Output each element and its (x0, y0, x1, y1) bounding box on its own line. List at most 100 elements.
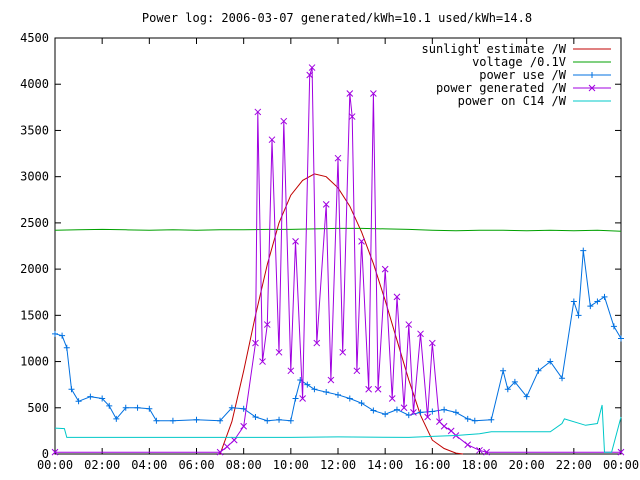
data-point (374, 385, 382, 393)
data-point (365, 385, 373, 393)
data-point (417, 409, 424, 416)
data-point (440, 422, 448, 430)
data-point (339, 348, 347, 356)
data-point (276, 416, 283, 423)
x-tick-label: 20:00 (509, 458, 545, 472)
series-layer (51, 64, 625, 456)
series-power-on-c14-w (54, 404, 622, 453)
data-point (335, 391, 341, 398)
x-axis: 00:00 02:00 04:00 06:00 08:00 10:00 12:00 14:00… (37, 38, 639, 472)
data-point (464, 415, 471, 422)
data-point (471, 417, 478, 424)
data-point (287, 367, 295, 375)
data-point (452, 409, 459, 416)
x-tick-label: 02:00 (84, 458, 120, 472)
y-tick-label: 2500 (20, 216, 49, 230)
data-point (570, 298, 577, 305)
y-tick-label: 1000 (20, 355, 49, 369)
data-point (424, 413, 431, 421)
data-point (405, 321, 413, 328)
data-point (217, 417, 224, 424)
data-point (587, 303, 594, 310)
y-tick-label: 3000 (20, 170, 49, 184)
series-line (54, 227, 622, 232)
data-point (275, 348, 283, 356)
data-point (193, 416, 200, 423)
data-point (99, 395, 106, 402)
y-axis: 0 500 1000 1500 2000 2500 3000 3500 4000 4500 (20, 31, 621, 461)
data-point (504, 386, 511, 393)
x-tick-label: 00:00 (37, 458, 73, 472)
data-point (580, 247, 587, 254)
chart-title: Power log: 2006-03-07 generated/kWh=10.1… (142, 11, 532, 25)
legend-marker (588, 84, 596, 92)
data-point (313, 339, 321, 347)
data-point (594, 298, 601, 305)
data-point (334, 154, 342, 162)
data-point (297, 377, 304, 384)
data-point (153, 417, 160, 424)
data-point (441, 406, 448, 413)
series-line (54, 404, 622, 453)
x-tick-label: 12:00 (320, 458, 356, 472)
legend-label: sunlight estimate /W (422, 42, 567, 56)
data-point (400, 404, 408, 412)
data-point (228, 404, 235, 411)
data-point (322, 201, 330, 208)
series-power-generated-w (51, 64, 625, 456)
y-tick-label: 4500 (20, 31, 49, 45)
data-point (618, 335, 624, 342)
data-point (223, 443, 231, 450)
y-tick-label: 4000 (20, 77, 49, 91)
data-point (134, 404, 141, 411)
data-point (230, 436, 238, 444)
data-point (311, 386, 318, 393)
data-point (483, 448, 490, 456)
data-point (292, 395, 299, 402)
x-tick-label: 06:00 (178, 458, 214, 472)
data-point (216, 448, 224, 456)
data-point (547, 358, 554, 365)
legend-marker (589, 72, 595, 78)
data-point (113, 415, 120, 422)
data-point (240, 405, 247, 412)
data-point (106, 402, 113, 409)
data-point (287, 417, 294, 424)
data-point (610, 323, 617, 330)
data-point (410, 409, 417, 416)
y-tick-label: 1500 (20, 308, 49, 322)
x-tick-label: 14:00 (367, 458, 403, 472)
data-point (511, 378, 518, 385)
data-point (52, 330, 58, 337)
legend-label: voltage /0.1V (472, 55, 566, 69)
data-point (304, 381, 311, 388)
x-tick-label: 08:00 (226, 458, 262, 472)
data-point (68, 386, 75, 393)
data-point (559, 375, 566, 382)
data-point (417, 330, 424, 338)
data-point (617, 448, 625, 456)
data-point (488, 416, 495, 423)
legend-label: power use /W (479, 68, 566, 82)
data-point (299, 395, 306, 402)
data-point (429, 408, 436, 415)
legend-label: power on C14 /W (458, 94, 567, 108)
data-point (306, 71, 314, 79)
data-point (346, 395, 353, 402)
data-point (476, 446, 483, 454)
x-tick-label: 04:00 (131, 458, 167, 472)
data-point (346, 90, 354, 97)
series-voltage-0-1v (54, 227, 622, 232)
data-point (264, 417, 271, 424)
data-point (370, 407, 377, 414)
y-tick-label: 0 (42, 447, 49, 461)
series-power-use-w (52, 247, 624, 424)
data-point (51, 448, 59, 456)
data-point (323, 389, 330, 396)
data-point (75, 398, 82, 405)
data-point (308, 64, 316, 71)
x-tick-label: 22:00 (556, 458, 592, 472)
data-point (370, 90, 377, 97)
